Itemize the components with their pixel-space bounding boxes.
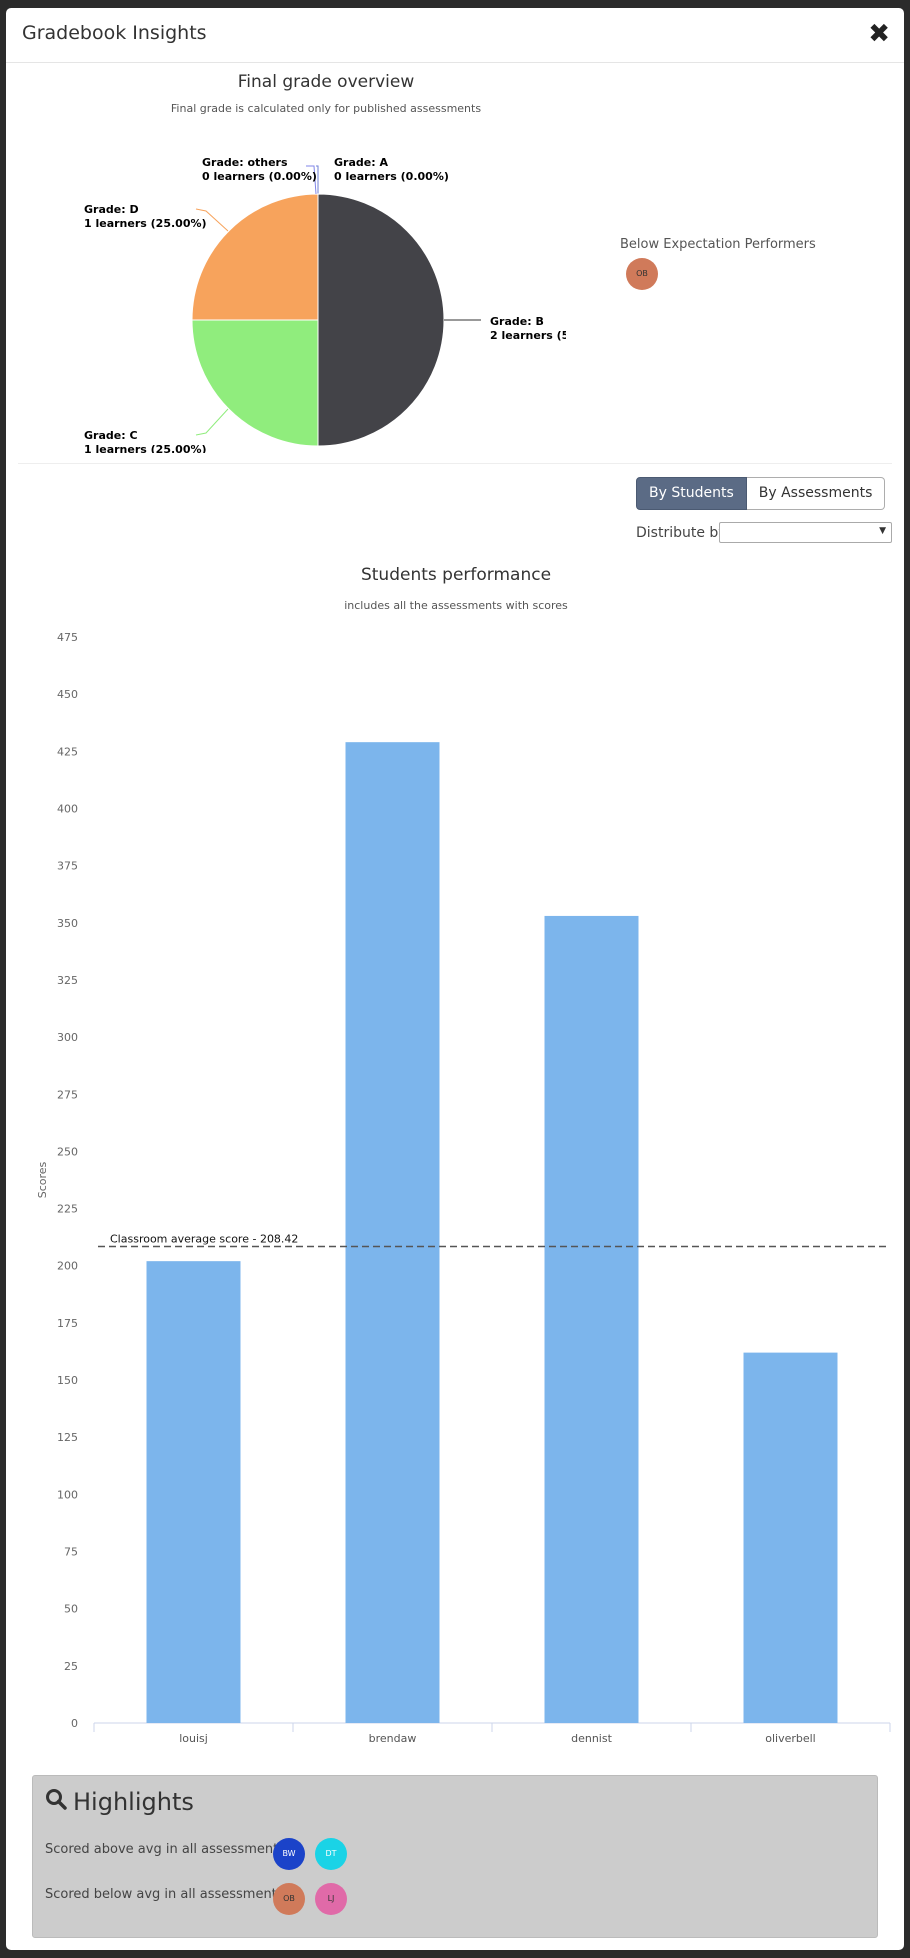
highlights-title: Highlights xyxy=(73,1788,194,1816)
pie-label-grade-b: Grade: B xyxy=(490,315,544,328)
y-tick-label: 375 xyxy=(57,860,78,873)
highlights-panel: Highlights Scored above avg in all asses… xyxy=(32,1775,878,1938)
pie-label-grade-c: Grade: C xyxy=(84,429,138,442)
pie-connector-grade-d xyxy=(195,208,229,232)
avatar-lj[interactable]: LJ xyxy=(315,1883,347,1915)
modal-title: Gradebook Insights xyxy=(22,22,207,44)
y-tick-label: 425 xyxy=(57,745,78,758)
bar-oliverbell xyxy=(743,1352,838,1723)
pie-slice-grade-b xyxy=(317,193,445,447)
avatar-bw[interactable]: BW xyxy=(273,1838,305,1870)
pie-slice-grade-d xyxy=(191,193,319,321)
bar-chart-subtitle: includes all the assessments with scores xyxy=(344,599,568,612)
insights-modal: Gradebook Insights ✖ Final grade overvie… xyxy=(6,8,904,1950)
modal-header: Gradebook Insights ✖ xyxy=(6,8,904,63)
x-tick-label: louisj xyxy=(179,1732,208,1745)
pie-chart: Grade: A0 learners (0.00%)Grade: B2 lear… xyxy=(84,156,566,453)
highlights-heading: Highlights xyxy=(45,1788,194,1816)
below-expectation-title: Below Expectation Performers xyxy=(620,237,816,252)
pie-label-grade-d: Grade: D xyxy=(84,203,139,216)
view-toggle: By Students By Assessments xyxy=(636,477,886,510)
bar-chart: 0 25 50 75 100 125 150 175 200 225 250 275 300 325 350… xyxy=(36,631,891,1745)
y-tick-label: 325 xyxy=(57,974,78,987)
above-avg-label: Scored above avg in all assessments xyxy=(45,1842,285,1857)
bar-chart-title: Students performance xyxy=(360,565,552,585)
y-tick-label: 450 xyxy=(57,688,78,701)
pie-connector-grade-others xyxy=(306,165,317,195)
y-axis-label: Scores xyxy=(36,1161,49,1198)
pie-label-detail-grade-a: 0 learners (0.00%) xyxy=(334,170,449,183)
close-icon[interactable]: ✖ xyxy=(868,19,890,49)
bar-dennist xyxy=(544,915,639,1723)
y-tick-label: 100 xyxy=(57,1488,78,1501)
x-tick-label: oliverbell xyxy=(765,1732,816,1745)
by-students-button[interactable]: By Students xyxy=(636,477,747,510)
y-tick-label: 275 xyxy=(57,1088,78,1101)
y-tick-label: 125 xyxy=(57,1431,78,1444)
y-tick-label: 400 xyxy=(57,802,78,815)
pie-connector-grade-c xyxy=(195,408,229,436)
y-tick-label: 175 xyxy=(57,1317,78,1330)
y-tick-label: 250 xyxy=(57,1145,78,1158)
pie-chart-title: Final grade overview xyxy=(237,72,415,92)
avatar-ob[interactable]: OB xyxy=(626,258,658,290)
y-tick-label: 300 xyxy=(57,1031,78,1044)
pie-label-grade-a: Grade: A xyxy=(334,156,388,169)
x-tick-label: dennist xyxy=(571,1732,612,1745)
y-tick-label: 350 xyxy=(57,917,78,930)
pie-label-detail-grade-others: 0 learners (0.00%) xyxy=(202,170,317,183)
pie-slice-grade-c xyxy=(191,319,319,447)
distribute-by-label: Distribute by xyxy=(636,525,727,541)
below-avg-label: Scored below avg in all assessments xyxy=(45,1887,284,1902)
bar-louisj xyxy=(146,1261,241,1723)
y-tick-label: 0 xyxy=(71,1717,78,1730)
by-assessments-button[interactable]: By Assessments xyxy=(746,477,886,510)
average-label: Classroom average score - 208.42 xyxy=(110,1232,298,1245)
section-divider xyxy=(18,463,892,464)
y-tick-label: 75 xyxy=(64,1546,78,1559)
y-tick-label: 150 xyxy=(57,1374,78,1387)
avatar-dt[interactable]: DT xyxy=(315,1838,347,1870)
x-tick-label: brendaw xyxy=(369,1732,417,1745)
chevron-down-icon: ▼ xyxy=(879,526,886,536)
pie-label-detail-grade-c: 1 learners (25.00%) xyxy=(84,443,207,453)
pie-connector-grade-a xyxy=(316,165,319,194)
avatar-ob-highlight[interactable]: OB xyxy=(273,1883,305,1915)
distribute-by-select[interactable]: ▼ xyxy=(719,522,892,543)
pie-label-detail-grade-d: 1 learners (25.00%) xyxy=(84,217,207,230)
pie-label-grade-others: Grade: others xyxy=(202,156,288,169)
pie-chart-subtitle: Final grade is calculated only for publi… xyxy=(170,102,482,115)
search-icon xyxy=(45,1788,67,1816)
y-tick-label: 225 xyxy=(57,1203,78,1216)
y-tick-label: 200 xyxy=(57,1260,78,1273)
y-tick-label: 25 xyxy=(64,1660,78,1673)
bar-brendaw xyxy=(345,742,440,1723)
y-tick-label: 50 xyxy=(64,1603,78,1616)
pie-label-detail-grade-b: 2 learners (50.00%) xyxy=(490,329,566,342)
y-tick-label: 475 xyxy=(57,631,78,644)
